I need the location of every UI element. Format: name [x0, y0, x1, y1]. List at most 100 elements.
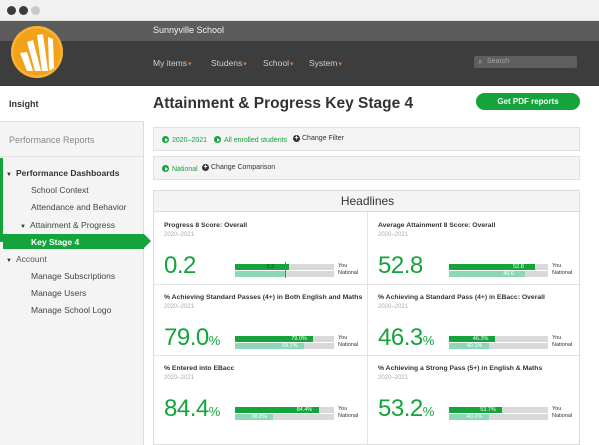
metric-value-number: 79.0 — [164, 324, 209, 351]
filter-students-label: All enrolled students — [224, 137, 288, 144]
headlines-panel: Headlines Progress 8 Score: Overall 2020–… — [153, 190, 580, 445]
plus-circle-icon: + — [202, 164, 209, 171]
sidebar-item-attendance-behavior[interactable]: Attendance and Behavior — [31, 202, 127, 212]
comparison-national[interactable]: National — [162, 164, 198, 173]
comparison-bar-value-you: 79.0% — [291, 336, 307, 342]
headlines-title: Headlines — [154, 191, 579, 212]
metric-value: 52.8 — [378, 253, 423, 282]
filter-year[interactable]: 2020–2021 — [162, 135, 207, 144]
play-circle-icon — [214, 136, 221, 143]
maximize-window-button[interactable] — [31, 6, 40, 15]
sidebar-item-manage-subscriptions[interactable]: Manage Subscriptions — [31, 271, 116, 281]
active-pointer-arrow — [144, 234, 151, 248]
sidebar-item-account[interactable]: ▼ Account — [6, 254, 47, 264]
filter-students[interactable]: All enrolled students — [214, 135, 287, 144]
metric-title: Average Attainment 8 Score: Overall — [378, 222, 496, 229]
metric-subtitle: 2020–2021 — [164, 232, 195, 238]
comparison-bar-you — [449, 264, 536, 270]
sidebar-item-performance-dashboards[interactable]: ▼ Performance Dashboards — [6, 168, 119, 178]
triangle-down-icon: ▼ — [6, 258, 12, 264]
metric-value-number: 52.8 — [378, 252, 423, 279]
comparison-bar-track-you: 46.3% — [449, 336, 548, 342]
comparison-bar-you — [235, 407, 319, 413]
sidebar-item-performance-reports[interactable]: Performance Reports — [9, 135, 95, 145]
metric-subtitle: 2020–2021 — [378, 232, 409, 238]
main-nav: My items▾ Studens▾ School▾ System▾ ⌕ Sea… — [0, 41, 599, 86]
chevron-down-icon: ▾ — [188, 61, 192, 68]
change-comparison-button[interactable]: + Change Comparison — [202, 164, 275, 171]
change-comparison-label: Change Comparison — [211, 164, 276, 171]
comparison-bar-track-you: 53.7% — [449, 407, 548, 413]
sidebar-item-label: Key Stage 4 — [31, 237, 80, 247]
metric-tile: % Entered into EBacc 2020–2021 84.4% 84.4% Y… — [154, 356, 367, 427]
sunburst-logo-icon — [11, 26, 63, 78]
metric-value-unit: % — [208, 404, 221, 419]
change-filter-button[interactable]: + Change Filter — [293, 135, 344, 142]
sidebar: Insight Performance Reports ▼ Performance… — [0, 86, 151, 445]
metric-tile: % Achieving Standard Passes (4+) in Both… — [154, 285, 367, 356]
sidebar-item-key-stage-4[interactable]: Key Stage 4 — [3, 234, 144, 249]
sidebar-item-manage-users[interactable]: Manage Users — [31, 288, 87, 298]
school-bar: Sunnyville School — [0, 21, 599, 41]
comparison-bar-you — [235, 264, 289, 270]
comparison-bar-value-you: 46.3% — [472, 336, 489, 342]
metric-subtitle: 2020–2021 — [378, 375, 409, 381]
metric-subtitle: 2020–2021 — [378, 304, 409, 310]
minimize-window-button[interactable] — [19, 6, 28, 15]
sidebar-item-label: Performance Dashboards — [16, 168, 120, 178]
nav-my-items[interactable]: My items▾ — [153, 58, 192, 68]
comparison-bar-value-you: 53.7% — [480, 407, 496, 413]
nav-label: School — [263, 58, 289, 68]
nav-label: System — [309, 58, 338, 68]
change-filter-label: Change Filter — [302, 135, 345, 142]
get-pdf-reports-button[interactable]: Get PDF reports — [476, 93, 580, 110]
chevron-down-icon: ▾ — [338, 61, 342, 68]
comparison-bar-track-you: 52.8 — [449, 264, 548, 270]
window-titlebar — [0, 0, 599, 21]
search-input[interactable]: ⌕ Search — [474, 56, 577, 68]
filter-bar: 2020–2021 All enrolled students + Change … — [153, 127, 580, 151]
panel-divider — [367, 212, 368, 444]
sidebar-item-school-context[interactable]: School Context — [31, 185, 89, 195]
metric-value-number: 53.2 — [378, 395, 423, 422]
sidebar-item-attainment-progress[interactable]: ▼ Attainment & Progress — [20, 220, 115, 230]
metric-value-unit: % — [422, 333, 435, 348]
comparison-bar-national — [235, 271, 285, 277]
comparison-bar-you — [235, 336, 314, 342]
search-icon: ⌕ — [478, 57, 483, 66]
comparison-bar-track-national: 69.7% — [235, 343, 334, 349]
sidebar-item-manage-school-logo[interactable]: Manage School Logo — [31, 305, 112, 315]
comparison-label-national: National — [552, 413, 573, 419]
comparison-label-national: National — [338, 342, 359, 348]
metric-value-number: 46.3 — [378, 324, 423, 351]
comparison-label-national: National — [552, 342, 573, 348]
school-logo[interactable] — [11, 26, 63, 78]
comparison-bar-value-national: 46.6 — [503, 271, 514, 277]
school-name: Sunnyville School — [153, 25, 225, 35]
comparison-bar-you — [449, 407, 503, 413]
search-placeholder: Search — [487, 58, 510, 65]
metric-tile: Average Attainment 8 Score: Overall 2020–… — [368, 213, 579, 284]
metric-title: % Entered into EBacc — [164, 365, 235, 372]
comparison-bar: National + Change Comparison — [153, 156, 580, 180]
comparison-bar-value-you: 84.4% — [296, 407, 313, 413]
comparison-label-you: You — [552, 335, 562, 341]
metric-tile: Progress 8 Score: Overall 2020–2021 0.2 0.2… — [154, 213, 367, 284]
nav-system[interactable]: System▾ — [309, 58, 342, 68]
comparison-bar-track-national: 40.1% — [449, 414, 548, 420]
comparison-bar-national — [449, 343, 489, 349]
comparison-label-you: You — [552, 406, 562, 412]
metric-value: 84.4% — [164, 396, 220, 425]
sidebar-insight-header[interactable]: Insight — [0, 86, 144, 122]
comparison-bar-track-you: 84.4% — [235, 407, 334, 413]
comparison-label-national: National — [338, 413, 359, 419]
close-window-button[interactable] — [7, 6, 16, 15]
nav-studens[interactable]: Studens▾ — [211, 58, 247, 68]
metric-tile: % Achieving a Standard Pass (4+) in EBac… — [368, 285, 579, 356]
comparison-bar-value-national: 40.1% — [466, 414, 483, 420]
comparison-bar-track-you: 79.0% — [235, 336, 334, 342]
comparison-national-label: National — [172, 166, 198, 173]
comparison-label-you: You — [338, 406, 348, 412]
nav-school[interactable]: School▾ — [263, 58, 294, 68]
metric-value-unit: % — [422, 404, 435, 419]
